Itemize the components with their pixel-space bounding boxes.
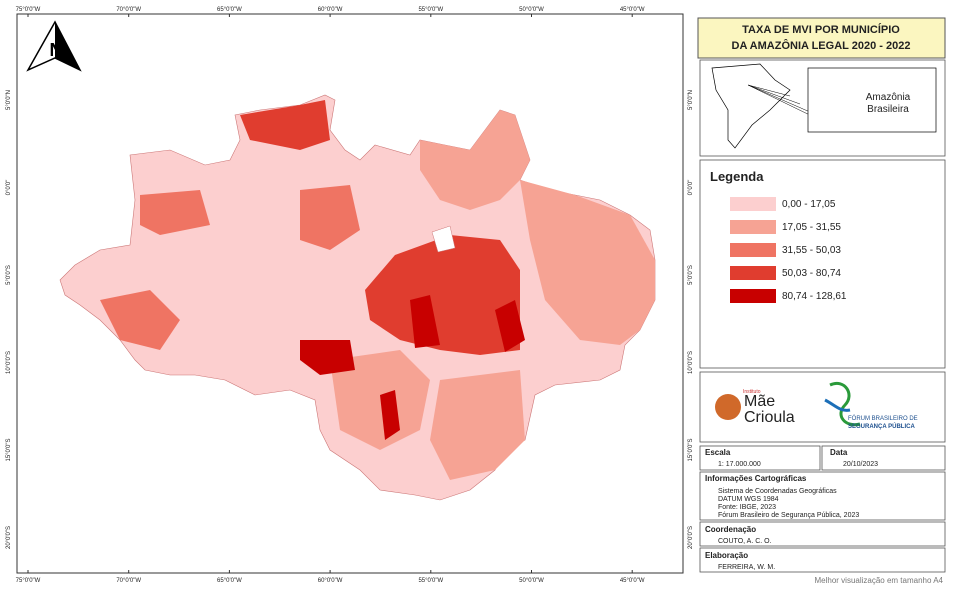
longitude-label: 60°0'0"W	[318, 7, 343, 13]
latitude-label: 10°0'0"S	[6, 351, 12, 374]
longitude-label: 70°0'0"W	[116, 578, 141, 584]
legend-items: 0,00 - 17,05 17,05 - 31,55 31,55 - 50,03 50…	[730, 197, 847, 303]
legend-box	[699, 159, 946, 369]
legend-label: 17,05 - 31,55	[782, 222, 841, 233]
latitude-label: 15°0'0"S	[6, 438, 12, 461]
longitude-label: 45°0'0"W	[620, 578, 645, 584]
latitude-label: 20°0'0"S	[688, 526, 694, 549]
region-very-high	[380, 390, 400, 440]
longitude-label: 75°0'0"W	[16, 7, 41, 13]
legend-label: 31,55 - 50,03	[782, 245, 841, 256]
elaboration-value: FERREIRA, W. M.	[718, 564, 775, 571]
region-medium	[100, 290, 180, 350]
latitude-label: 5°0'0"S	[688, 265, 694, 285]
region-medium	[420, 110, 530, 210]
latitude-label: 10°0'0"S	[688, 351, 694, 374]
info-line: Fonte: IBGE, 2023	[718, 504, 776, 511]
legend-swatch	[730, 289, 776, 303]
region-void	[431, 225, 456, 253]
latitude-label: 20°0'0"S	[6, 526, 12, 549]
region-medium	[140, 190, 210, 235]
inset-label: Amazônia	[866, 92, 911, 103]
map-body	[59, 94, 656, 501]
scale-label: Escala	[705, 448, 731, 457]
region-high	[240, 100, 330, 150]
longitude-label: 60°0'0"W	[318, 578, 343, 584]
elaboration-box	[699, 547, 946, 573]
legend-title: Legenda	[710, 169, 764, 184]
region-medium	[330, 350, 430, 450]
coordination-box	[699, 521, 946, 547]
logo-text: Mãe	[744, 393, 775, 410]
legend-swatch	[730, 220, 776, 234]
forum-logo-mark	[829, 381, 861, 427]
graticule: 75°0'0"W 75°0'0"W 70°0'0"W 70°0'0"W 65°0'0"W…	[6, 7, 694, 584]
title-line: TAXA DE MVI POR MUNICÍPIO	[742, 23, 900, 36]
latitude-label: 5°0'0"S	[6, 265, 12, 285]
latitude-label: 5°0'0"N	[688, 90, 694, 110]
region-very-high	[495, 300, 525, 352]
legend-swatch	[730, 243, 776, 257]
longitude-label: 70°0'0"W	[116, 7, 141, 13]
info-line: Fórum Brasileiro de Segurança Pública, 2…	[718, 512, 859, 519]
legend-label: 50,03 - 80,74	[782, 268, 841, 279]
latitude-label: 5°0'0"N	[6, 90, 12, 110]
inset-south-america	[711, 63, 791, 149]
region-high	[365, 235, 520, 355]
region-medium	[430, 370, 525, 480]
legend-swatch	[730, 197, 776, 211]
north-arrow-shade	[55, 22, 80, 70]
title-box	[697, 17, 946, 59]
region-medium	[300, 185, 360, 250]
date-label: Data	[830, 448, 848, 457]
logo-text: SEGURANÇA PÚBLICA	[848, 423, 915, 430]
north-arrow-label: N	[50, 40, 63, 60]
inset-zoom	[807, 67, 937, 133]
coordination-label: Coordenação	[705, 525, 756, 534]
elaboration-label: Elaboração	[705, 551, 748, 560]
logo-icon	[715, 394, 741, 420]
legend-swatch	[730, 266, 776, 280]
inset-lines	[747, 84, 821, 121]
footer-note: Melhor visualização em tamanho A4	[814, 576, 943, 585]
latitude-label: 0°0'0"	[688, 180, 694, 196]
longitude-label: 50°0'0"W	[519, 578, 544, 584]
date-box	[821, 445, 946, 471]
longitude-label: 75°0'0"W	[16, 578, 41, 584]
info-line: Sistema de Coordenadas Geográficas	[718, 488, 837, 495]
scale-box	[699, 445, 821, 471]
region-medium	[520, 180, 655, 345]
longitude-label: 55°0'0"W	[418, 578, 443, 584]
latitude-label: 0°0'0"	[6, 180, 12, 196]
north-arrow: N	[26, 20, 82, 72]
title-line: DA AMAZÔNIA LEGAL 2020 - 2022	[732, 39, 911, 52]
scale-value: 1: 17.000.000	[718, 461, 761, 468]
longitude-label: 65°0'0"W	[217, 578, 242, 584]
logo-text: Instituto	[743, 389, 761, 395]
date-value: 20/10/2023	[843, 461, 878, 468]
coordination-value: COUTO, A. C. O.	[718, 538, 772, 545]
forum-logo-mark	[824, 398, 851, 412]
latitude-label: 15°0'0"S	[688, 438, 694, 461]
legend-label: 80,74 - 128,61	[782, 291, 847, 302]
longitude-label: 45°0'0"W	[620, 7, 645, 13]
info-line: DATUM WGS 1984	[718, 496, 779, 503]
longitude-label: 50°0'0"W	[519, 7, 544, 13]
longitude-label: 65°0'0"W	[217, 7, 242, 13]
legend-label: 0,00 - 17,05	[782, 199, 836, 210]
inset-label: Brasileira	[867, 104, 909, 115]
region-very-high	[410, 295, 440, 348]
logo-text: Crioula	[744, 409, 795, 426]
info-box	[699, 471, 946, 521]
longitude-label: 55°0'0"W	[418, 7, 443, 13]
region-very-high	[300, 340, 355, 375]
logo-text: FÓRUM BRASILEIRO DE	[848, 415, 918, 422]
info-label: Informações Cartográficas	[705, 474, 807, 483]
